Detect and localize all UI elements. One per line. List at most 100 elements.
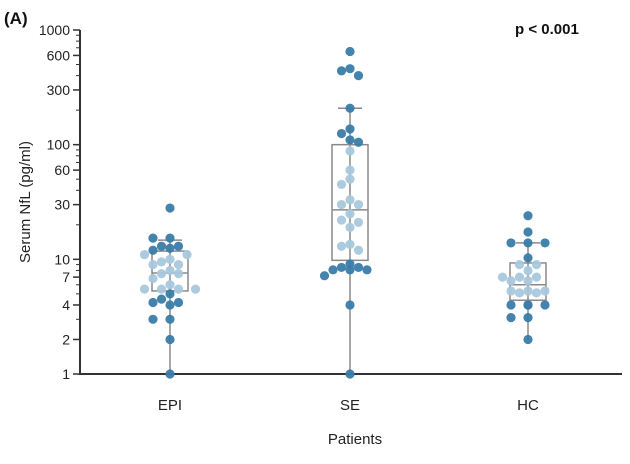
y-tick-label: 100 bbox=[47, 137, 71, 153]
data-point-epi bbox=[190, 284, 201, 294]
data-point-hc bbox=[506, 313, 516, 323]
data-point-epi bbox=[139, 284, 150, 294]
y-tick-label: 1 bbox=[62, 366, 70, 382]
data-point-epi bbox=[156, 241, 167, 251]
data-point-hc bbox=[523, 334, 533, 345]
data-point-hc bbox=[514, 272, 525, 282]
data-point-hc bbox=[523, 300, 533, 310]
data-point-se bbox=[319, 271, 330, 281]
x-tick-label: SE bbox=[340, 397, 360, 414]
data-point-hc bbox=[540, 300, 550, 310]
data-point-hc bbox=[531, 288, 542, 298]
data-point-se bbox=[336, 262, 347, 273]
data-point-epi bbox=[156, 269, 167, 279]
data-point-hc bbox=[514, 259, 525, 270]
panel-label: (A) bbox=[4, 9, 28, 28]
y-tick-label: 30 bbox=[54, 197, 70, 213]
data-point-epi bbox=[156, 257, 167, 267]
data-point-se bbox=[345, 265, 355, 275]
data-point-hc bbox=[506, 238, 516, 248]
data-point-hc bbox=[523, 286, 533, 296]
y-tick-label: 60 bbox=[54, 162, 70, 178]
data-point-hc bbox=[531, 259, 542, 270]
data-point-se bbox=[345, 103, 355, 113]
data-point-epi bbox=[173, 241, 184, 251]
data-point-epi bbox=[148, 233, 158, 243]
data-point-se bbox=[336, 241, 347, 251]
data-point-epi bbox=[148, 245, 158, 255]
data-point-hc bbox=[523, 238, 533, 248]
data-point-hc bbox=[506, 300, 516, 310]
data-point-se bbox=[353, 217, 364, 227]
data-point-hc bbox=[506, 276, 516, 286]
x-axis-label: Patients bbox=[328, 431, 382, 448]
data-point-se bbox=[345, 195, 355, 205]
data-point-epi bbox=[148, 297, 158, 308]
y-tick-label: 300 bbox=[47, 82, 71, 98]
data-point-epi bbox=[165, 203, 175, 213]
data-point-se bbox=[345, 124, 355, 134]
y-tick-label: 1000 bbox=[39, 22, 70, 38]
data-point-epi bbox=[165, 243, 175, 253]
data-point-hc bbox=[523, 313, 533, 323]
y-tick-label: 600 bbox=[47, 47, 71, 63]
data-point-se bbox=[345, 135, 355, 145]
data-point-epi bbox=[148, 314, 158, 324]
data-point-hc bbox=[514, 288, 525, 298]
data-point-epi bbox=[173, 284, 184, 294]
y-tick-label: 10 bbox=[54, 251, 70, 267]
data-point-se bbox=[345, 222, 355, 232]
data-point-epi bbox=[148, 273, 158, 284]
data-point-se bbox=[345, 146, 355, 156]
data-point-epi bbox=[182, 249, 192, 260]
data-point-se bbox=[336, 215, 347, 225]
data-point-se bbox=[353, 245, 364, 255]
data-point-epi bbox=[165, 314, 175, 324]
data-point-epi bbox=[139, 249, 150, 260]
data-point-se bbox=[345, 165, 355, 175]
y-axis-label: Serum NfL (pg/ml) bbox=[17, 141, 34, 263]
data-point-epi bbox=[156, 284, 167, 294]
data-point-se bbox=[345, 209, 355, 219]
data-point-se bbox=[353, 137, 364, 147]
data-point-se bbox=[353, 262, 364, 273]
data-point-epi bbox=[173, 259, 184, 270]
data-point-epi bbox=[148, 259, 158, 270]
y-tick-label: 2 bbox=[62, 331, 70, 347]
data-point-se bbox=[336, 179, 347, 190]
data-point-hc bbox=[531, 272, 542, 282]
data-point-se bbox=[345, 239, 355, 249]
data-point-epi bbox=[165, 289, 175, 299]
data-point-epi bbox=[165, 265, 175, 276]
data-point-epi bbox=[165, 334, 175, 345]
data-point-hc bbox=[497, 272, 508, 282]
data-point-hc bbox=[506, 286, 516, 296]
data-point-hc bbox=[523, 265, 533, 276]
data-point-epi bbox=[173, 297, 184, 308]
y-tick-label: 7 bbox=[62, 269, 70, 285]
data-point-se bbox=[328, 265, 338, 275]
data-point-hc bbox=[523, 276, 533, 286]
data-point-hc bbox=[540, 286, 550, 296]
data-point-se bbox=[345, 174, 355, 184]
data-point-epi bbox=[165, 280, 175, 290]
data-point-hc bbox=[523, 227, 533, 237]
data-point-epi bbox=[173, 269, 184, 279]
x-tick-label: HC bbox=[517, 397, 539, 414]
data-point-epi bbox=[165, 300, 175, 310]
data-point-se bbox=[345, 300, 355, 310]
data-point-epi bbox=[156, 294, 167, 304]
data-point-se bbox=[353, 200, 364, 210]
data-point-se bbox=[353, 71, 364, 81]
data-point-se bbox=[336, 66, 347, 76]
data-point-hc bbox=[523, 211, 533, 221]
data-point-hc bbox=[540, 238, 550, 248]
data-point-se bbox=[336, 128, 347, 139]
data-point-se bbox=[336, 200, 347, 210]
data-point-epi bbox=[165, 369, 175, 379]
data-point-epi bbox=[165, 254, 175, 264]
x-tick-label: EPI bbox=[158, 397, 182, 414]
y-tick-label: 4 bbox=[62, 297, 70, 313]
data-point-se bbox=[345, 64, 355, 74]
